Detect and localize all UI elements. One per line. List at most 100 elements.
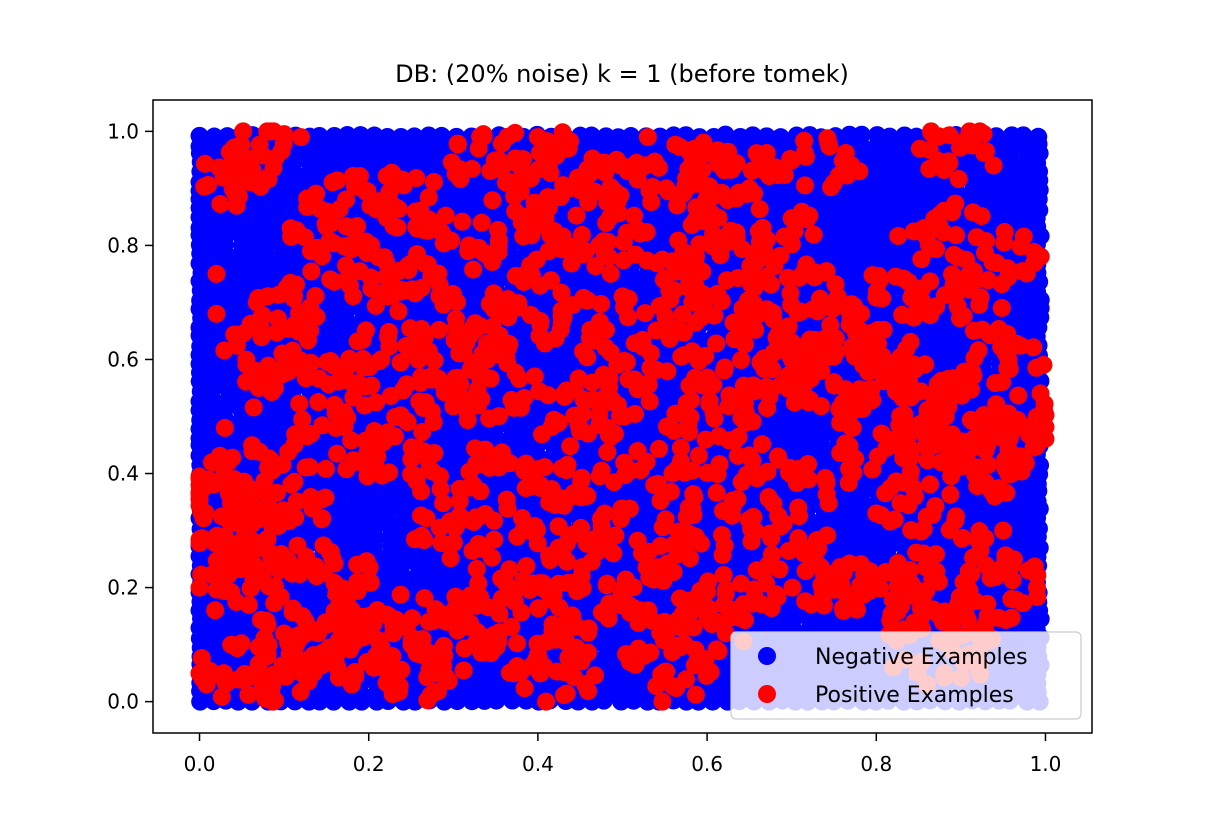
positive-example-point bbox=[215, 341, 234, 360]
positive-example-point bbox=[666, 404, 685, 423]
positive-example-point bbox=[533, 574, 552, 593]
positive-example-point bbox=[770, 560, 789, 579]
positive-example-point bbox=[654, 571, 673, 590]
positive-example-point bbox=[743, 451, 762, 470]
positive-example-point bbox=[1027, 358, 1046, 377]
positive-example-point bbox=[698, 582, 717, 601]
positive-example-point bbox=[671, 438, 690, 457]
positive-example-point bbox=[596, 393, 615, 412]
positive-example-point bbox=[614, 233, 633, 252]
positive-example-point bbox=[715, 536, 734, 555]
positive-example-point bbox=[553, 227, 572, 246]
positive-example-point bbox=[569, 369, 588, 388]
positive-example-point bbox=[533, 425, 552, 444]
positive-example-point bbox=[237, 355, 256, 374]
positive-example-point bbox=[650, 439, 669, 458]
positive-example-point bbox=[234, 324, 253, 343]
positive-example-point bbox=[320, 231, 339, 250]
positive-example-point bbox=[309, 393, 328, 412]
positive-example-point bbox=[549, 517, 568, 536]
positive-example-point bbox=[992, 298, 1011, 317]
positive-example-point bbox=[963, 363, 982, 382]
positive-example-point bbox=[592, 603, 611, 622]
positive-example-point bbox=[273, 344, 292, 363]
positive-example-point bbox=[573, 404, 592, 423]
positive-example-point bbox=[539, 386, 558, 405]
positive-example-point bbox=[637, 558, 656, 577]
positive-example-point bbox=[355, 396, 374, 415]
positive-example-point bbox=[953, 375, 972, 394]
positive-example-point bbox=[665, 421, 684, 440]
positive-example-point bbox=[768, 587, 787, 606]
positive-example-point bbox=[286, 425, 305, 444]
positive-example-point bbox=[599, 248, 618, 267]
positive-example-point bbox=[742, 532, 761, 551]
positive-example-point bbox=[431, 642, 450, 661]
positive-example-point bbox=[916, 355, 935, 374]
positive-example-point bbox=[969, 341, 988, 360]
positive-example-point bbox=[664, 616, 683, 635]
positive-example-point bbox=[344, 287, 363, 306]
positive-example-point bbox=[313, 416, 332, 435]
positive-example-point bbox=[704, 375, 723, 394]
positive-example-point bbox=[296, 369, 315, 388]
positive-example-point bbox=[416, 255, 435, 274]
positive-example-point bbox=[684, 618, 703, 637]
positive-example-point bbox=[772, 375, 791, 394]
positive-example-point bbox=[343, 219, 362, 238]
positive-example-point bbox=[684, 601, 703, 620]
positive-example-point bbox=[561, 437, 580, 456]
positive-example-point bbox=[681, 408, 700, 427]
positive-example-point bbox=[310, 369, 329, 388]
positive-example-point bbox=[539, 242, 558, 261]
positive-example-point bbox=[543, 615, 562, 634]
positive-example-point bbox=[744, 507, 763, 526]
positive-example-point bbox=[993, 373, 1012, 392]
positive-example-point bbox=[698, 610, 717, 629]
positive-example-point bbox=[267, 323, 286, 342]
positive-example-point bbox=[557, 552, 576, 571]
positive-example-point bbox=[472, 213, 491, 232]
positive-example-point bbox=[874, 359, 893, 378]
negative-example-point bbox=[771, 128, 790, 147]
positive-example-point bbox=[744, 376, 763, 395]
positive-example-point bbox=[496, 573, 515, 592]
positive-example-point bbox=[440, 286, 459, 305]
positive-example-point bbox=[645, 475, 664, 494]
positive-example-point bbox=[873, 289, 892, 308]
positive-example-point bbox=[544, 585, 563, 604]
positive-example-point bbox=[753, 435, 772, 454]
positive-example-point bbox=[658, 362, 677, 381]
positive-example-point bbox=[453, 212, 472, 231]
positive-example-point bbox=[715, 358, 734, 377]
negative-example-point bbox=[419, 126, 438, 145]
positive-example-point bbox=[640, 392, 659, 411]
positive-example-point bbox=[540, 493, 559, 512]
positive-example-point bbox=[796, 562, 815, 581]
negative-example-point bbox=[1014, 126, 1033, 145]
positive-example-point bbox=[714, 565, 733, 584]
positive-example-point bbox=[599, 425, 618, 444]
negative-example-point bbox=[405, 127, 424, 146]
positive-example-point bbox=[758, 399, 777, 418]
positive-example-point bbox=[471, 364, 490, 383]
negative-example-point bbox=[391, 127, 410, 146]
positive-example-point bbox=[989, 319, 1008, 338]
negative-example-point bbox=[880, 127, 899, 146]
positive-example-point bbox=[293, 410, 312, 429]
positive-example-point bbox=[1011, 336, 1030, 355]
positive-example-point bbox=[538, 632, 557, 651]
negative-example-point bbox=[757, 127, 776, 146]
positive-example-point bbox=[707, 483, 726, 502]
positive-example-point bbox=[467, 559, 486, 578]
positive-example-point bbox=[789, 529, 808, 548]
positive-example-point bbox=[927, 297, 946, 316]
positive-example-point bbox=[590, 467, 609, 486]
positive-example-point bbox=[460, 462, 479, 481]
positive-example-point bbox=[790, 468, 809, 487]
positive-example-point bbox=[469, 574, 488, 593]
positive-example-point bbox=[653, 518, 672, 537]
positive-example-point bbox=[732, 409, 751, 428]
positive-example-point bbox=[606, 526, 625, 545]
positive-example-point bbox=[552, 283, 571, 302]
